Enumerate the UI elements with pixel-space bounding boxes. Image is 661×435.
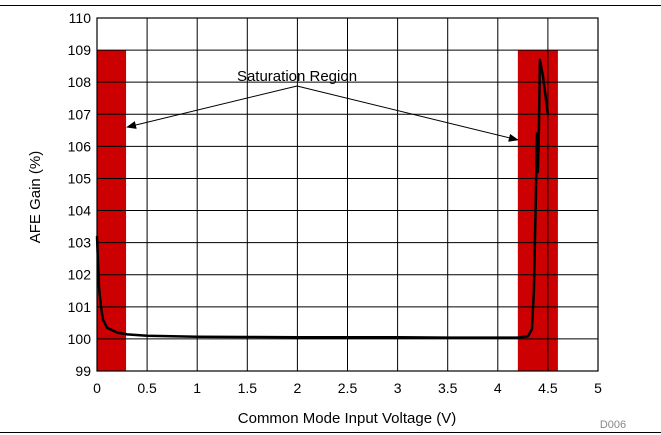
gain-point-2 <box>98 286 100 289</box>
y-tick-label-9: 108 <box>68 74 92 90</box>
x-tick-label-3: 1.5 <box>238 380 258 396</box>
y-tick-label-8: 107 <box>68 106 92 122</box>
top-border-line <box>0 5 661 6</box>
gain-point-10 <box>246 336 249 338</box>
x-tick-label-2: 1 <box>193 380 201 396</box>
x-tick-label-9: 4.5 <box>538 380 558 396</box>
annotation-arrow-2 <box>296 85 519 142</box>
gain-point-26 <box>547 113 549 116</box>
gain-point-20 <box>535 193 537 196</box>
x-tick-label-6: 3 <box>394 380 402 396</box>
gain-point-24 <box>539 58 541 61</box>
gain-point-18 <box>531 328 533 331</box>
gain-point-19 <box>533 289 535 292</box>
gain-point-25 <box>542 74 544 77</box>
gain-point-6 <box>116 331 118 334</box>
y-tick-label-10: 109 <box>68 42 92 58</box>
x-tick-label-1: 0.5 <box>137 380 157 396</box>
gain-point-5 <box>106 326 108 329</box>
plot-area-border <box>96 17 599 372</box>
gain-point-4 <box>102 318 104 321</box>
y-tick-label-4: 103 <box>68 235 92 251</box>
x-tick-label-8: 4 <box>494 380 502 396</box>
gain-point-12 <box>346 336 349 339</box>
y-axis-title: AFE Gain (%) <box>27 151 44 244</box>
annotation-arrow-1 <box>126 85 298 129</box>
y-tick-label-7: 106 <box>68 138 92 154</box>
x-tick-label-5: 2.5 <box>338 380 358 396</box>
y-tick-label-5: 104 <box>68 203 92 219</box>
x-tick-label-4: 2 <box>294 380 302 396</box>
gain-point-9 <box>196 335 198 338</box>
x-tick-label-7: 3.5 <box>438 380 458 396</box>
figure-id-label: D006 <box>600 419 626 431</box>
y-tick-label-3: 102 <box>68 267 92 283</box>
x-axis-title: Common Mode Input Voltage (V) <box>238 410 456 427</box>
gain-point-21 <box>536 132 538 135</box>
gain-point-23 <box>538 129 540 132</box>
gain-point-15 <box>497 336 499 339</box>
x-tick-label-10: 5 <box>594 380 602 396</box>
gain-point-17 <box>527 335 529 338</box>
bottom-border-line <box>0 432 661 433</box>
gain-point-11 <box>296 336 299 339</box>
gain-point-22 <box>537 171 539 173</box>
y-tick-label-11: 110 <box>69 10 92 26</box>
saturation-region-label: Saturation Region <box>237 68 357 85</box>
gain-curve-1 <box>95 58 550 339</box>
gain-point-7 <box>126 333 128 336</box>
gain-point-8 <box>146 334 148 337</box>
y-tick-label-2: 101 <box>68 299 92 315</box>
y-tick-label-1: 100 <box>68 331 92 347</box>
gain-point-13 <box>396 336 399 339</box>
gain-point-14 <box>446 336 449 339</box>
gain-point-16 <box>517 336 519 339</box>
y-tick-label-0: 99 <box>75 363 91 379</box>
x-tick-label-0: 0 <box>93 380 101 396</box>
gain-point-3 <box>100 306 102 308</box>
y-tick-label-6: 105 <box>68 170 92 186</box>
